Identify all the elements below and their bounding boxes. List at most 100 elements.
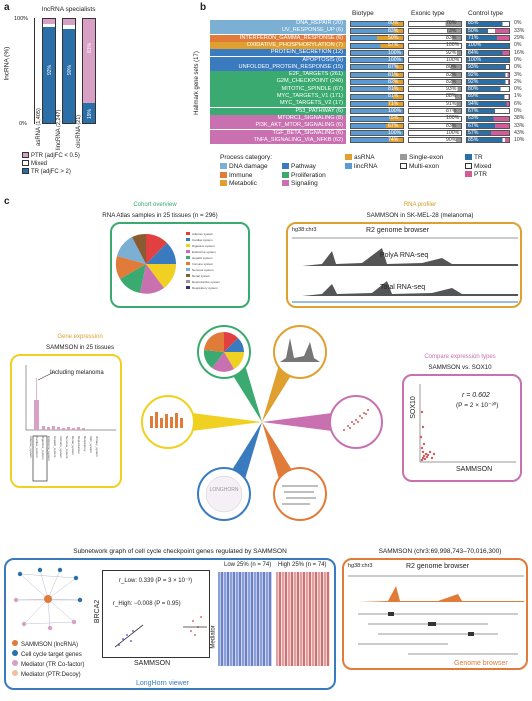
exonic-bar [408,86,462,93]
svg-text:Immune_system: Immune_system [59,436,63,459]
svg-text:Hepatic system: Hepatic system [192,256,213,260]
ptr-pct: 0% [514,108,522,114]
exonic-bar [408,79,462,85]
compare-xlabel: SAMMSON [456,466,493,473]
panel-b-col-biotype: Biotype [352,10,374,17]
panel-b-legend-cats: DNA damage Pathway Immune Proliferation Me… [220,163,360,189]
gene-expr-box: Including melanoma Adipose_system Cardia… [10,354,122,488]
exonic-bar [408,130,462,137]
biotype-bar [350,42,404,49]
panel-b-ylabel: Hallmark gene sets (17) [193,51,200,115]
exonic-pct: 91% [446,100,457,107]
subnetwork-title: Subnetwork graph of cell cycle checkpoin… [73,548,287,555]
control-pct: 92% [468,78,479,85]
cohort-header: Cohort overview [133,202,177,208]
profiler-track1-label: PolyA RNA-seq [380,252,429,259]
svg-text:Cardiac system: Cardiac system [192,238,213,242]
cohort-title: RNA Atlas samples in 25 tissues (n = 296… [102,212,218,219]
ptr-pct: 0% [514,20,522,27]
svg-text:Renal_system: Renal_system [71,436,75,456]
panel-a-bar-circrna: 81% 19% [82,18,96,124]
biotype-pct: 81% [388,93,399,100]
exonic-pct: 100% [446,115,460,122]
control-bar [466,64,510,71]
bar-asrna-tr-label: 92% [47,64,54,76]
profiler-track2-label: Total RNA-seq [380,284,426,291]
panel-b-col-exonic: Exonic type [411,10,445,17]
biotype-bar [350,93,404,100]
pathway-name: PROTEIN_SECRETION (12) [210,49,346,57]
exonic-pct: 82% [446,71,457,78]
biotype-pct: 100% [388,129,402,136]
ptr-pct: 2% [514,78,522,85]
control-bar [466,20,510,27]
biotype-pct: 74% [388,137,399,144]
panel-a-xlabel-asrna: asRNA (1,405) [36,108,42,146]
ptr-pct: 1% [514,93,522,100]
subnetwork-r-high: r_High: −0.008 (P = 0.95) [113,601,181,607]
exonic-bar [408,27,462,34]
panel-a-bar-asrna: 92% [42,18,56,124]
svg-text:Respiratory: Respiratory [83,436,87,452]
pathway-name: MYC_TARGETS_V2 (17) [210,100,346,108]
genome-footer: Genome browser [454,660,508,667]
bar-asrna-ptr [43,19,55,25]
biotype-bar [350,130,404,137]
ptr-pct: 0% [514,42,522,49]
control-bar [466,49,510,56]
exonic-bar [408,49,462,56]
pathway-name: DNA_REPAIR (20) [210,20,346,28]
genome-coord: hg38:chr3 [348,563,373,569]
profiler-tracks [292,237,518,303]
pathway-name: TNFA_SIGNALING_VIA_NFKB (62) [210,136,346,144]
center-logo-text: LONGHORN [210,487,239,493]
profiler-box: hg38:chr3 R2 genome browser PolyA RNA-se… [286,222,522,308]
biotype-bar [350,57,404,64]
panel-b-col-control: Control type [468,10,504,17]
panel-b-legend-title: Process category: [220,154,273,161]
biotype-bar [350,35,404,42]
control-pct: 84% [468,49,479,56]
gene-expr-plot: Adipose_system Cardiac_system Digestive_… [25,365,116,482]
control-pct: 80% [468,86,479,93]
exonic-bar [408,122,462,129]
svg-text:Hepatic_system: Hepatic_system [53,436,57,458]
ptr-pct: 0% [514,86,522,93]
exonic-bar [408,108,462,115]
genome-box: hg38:chr3 R2 genome browser Genome brows… [342,558,528,670]
network-graph [13,567,83,631]
heatmap-high [276,572,330,666]
control-pct: 85% [468,137,479,144]
control-bar [466,93,510,100]
biotype-bar [350,79,404,85]
control-bar [466,130,510,137]
biotype-bar [350,137,404,144]
control-bar [466,122,510,129]
control-bar [466,71,510,78]
svg-text:Cardiac_system: Cardiac_system [35,436,39,458]
ptr-pct: 43% [514,129,525,136]
svg-text:Nervous system: Nervous system [192,268,214,272]
bar-circrna-tr-label: 19% [87,108,94,120]
ptr-pct: 0% [514,56,522,63]
svg-text:Skin_system: Skin_system [89,436,93,454]
subnetwork-high-label: High 25% (n = 74) [278,562,327,568]
compare-box: r = 0.602 (P = 2 × 10⁻³⁰) SOX10 SAMMSON [402,374,522,482]
control-pct: 100% [468,42,482,49]
pathway-name: MYC_TARGETS_V1 (171) [210,93,346,101]
control-pct: 100% [468,56,482,63]
biotype-pct: 50% [388,35,399,41]
panel-a-xlabel-lincrna: lincRNA (2,247) [56,109,62,150]
pathway-table: DNA_REPAIR (20) 80% 70% 85% 0% UV_RESPONSE_UP… [210,20,530,145]
exonic-pct: 90% [446,137,457,144]
compare-title: SAMMSON vs. SOX10 [428,364,492,371]
biotype-bar [350,71,404,78]
subnetwork-ylabel: BRCA2 [94,599,102,624]
ptr-pct: 38% [514,115,525,122]
control-bar [466,42,510,49]
pathway-name: APOPTOSIS (6) [210,56,346,64]
ptr-pct: 16% [514,49,525,56]
biotype-pct: 67% [388,122,399,129]
profiler-browser-title: R2 genome browser [366,227,430,234]
control-pct: 71% [468,35,479,41]
